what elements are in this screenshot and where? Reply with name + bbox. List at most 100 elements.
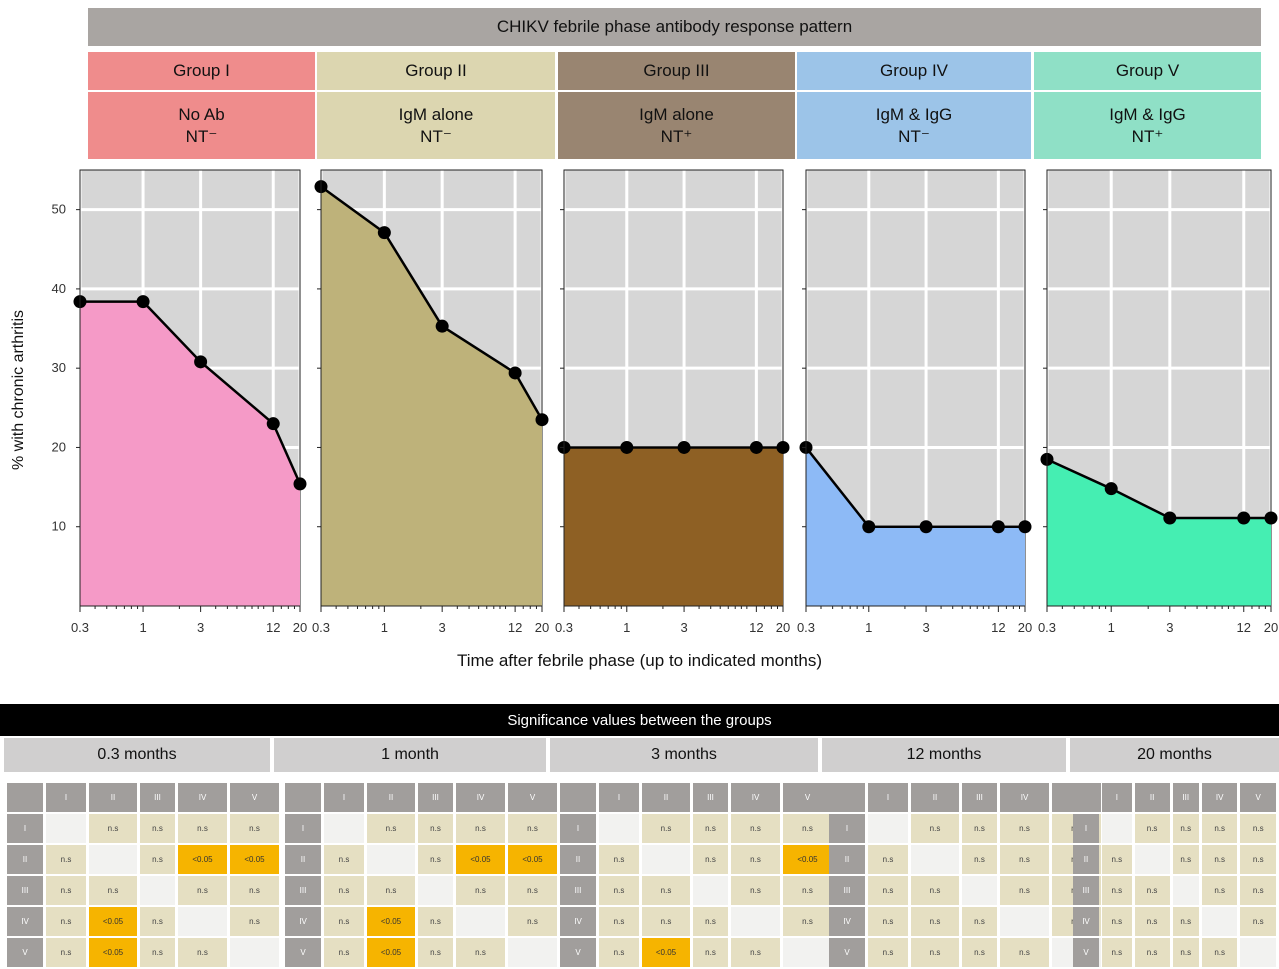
data-point [862, 520, 876, 534]
row-header: III [285, 876, 321, 905]
group-antibody-label: IgM alone [639, 104, 714, 124]
significance-cell: n.s [178, 814, 227, 843]
chronic-arthritis-charts: 0.3 1 3 12 20 0.3 1 3 12 20 0.3 1 3 12 20 0.3 1 3 12 20 0.3 1… [52, 169, 1278, 635]
significance-cell [178, 907, 227, 936]
data-point [266, 417, 280, 431]
significance-cell: n.s [599, 845, 639, 874]
table-row: IV n.s <0.05 n.s n.s [285, 907, 557, 936]
column-header: III [962, 783, 997, 812]
significance-cell: n.s [230, 876, 279, 905]
data-point [1163, 511, 1177, 525]
significance-cell: n.s [1101, 876, 1132, 905]
significance-cell [868, 814, 908, 843]
row-header: V [7, 938, 43, 967]
significance-cell: n.s [230, 907, 279, 936]
group-description: No Ab NT⁻ [88, 92, 315, 159]
y-tick-label: 10 [52, 519, 66, 534]
significance-cell: n.s [1000, 814, 1049, 843]
x-tick-label: 20 [293, 620, 307, 635]
group-header-1: Group I No Ab NT⁻ [88, 52, 315, 159]
significance-cell [1240, 938, 1276, 967]
column-header: IV [731, 783, 780, 812]
data-point [535, 413, 549, 427]
table-corner [1073, 783, 1099, 812]
x-tick-label: 1 [623, 620, 630, 635]
significance-cell: n.s [693, 845, 728, 874]
column-header: V [1240, 783, 1276, 812]
significance-cell [1000, 907, 1049, 936]
significance-cell: n.s [508, 876, 557, 905]
significance-cell: n.s [1240, 876, 1276, 905]
x-tick-label: 20 [1264, 620, 1278, 635]
significance-cell: <0.05 [89, 938, 137, 967]
significance-cell: n.s [911, 938, 959, 967]
row-header: V [829, 938, 865, 967]
significance-cell [693, 876, 728, 905]
significance-cell [962, 876, 997, 905]
column-header: II [1134, 783, 1170, 812]
data-point [1104, 482, 1118, 496]
significance-cell: n.s [783, 907, 832, 936]
significance-cell [1201, 907, 1238, 936]
column-header: IV [1000, 783, 1049, 812]
row-header: III [7, 876, 43, 905]
significance-cell: n.s [456, 938, 505, 967]
month-header: 12 months [822, 738, 1066, 772]
significance-cell: <0.05 [178, 845, 227, 874]
x-tick-label: 20 [535, 620, 549, 635]
x-tick-label: 3 [680, 620, 687, 635]
table-row: In.sn.sn.sn.s [829, 814, 1101, 843]
x-tick-label: 0.3 [71, 620, 89, 635]
series-area [564, 447, 783, 606]
x-tick-label: 20 [1018, 620, 1032, 635]
y-tick-label: 30 [52, 360, 66, 375]
row-header: IV [829, 907, 865, 936]
x-tick-label: 0.3 [312, 620, 330, 635]
group-name: Group IV [797, 52, 1031, 92]
significance-cell: n.s [140, 907, 175, 936]
significance-cell: n.s [1101, 845, 1132, 874]
y-tick-label: 20 [52, 439, 66, 454]
group-name: Group I [88, 52, 315, 92]
row-header: II [829, 845, 865, 874]
x-tick-label: 3 [922, 620, 929, 635]
significance-cell: <0.05 [89, 907, 137, 936]
significance-cell: n.s [1101, 938, 1132, 967]
significance-cell: n.s [89, 876, 137, 905]
x-tick-label: 1 [865, 620, 872, 635]
data-point [991, 520, 1005, 534]
significance-cell [508, 938, 557, 967]
significance-cell: n.s [1101, 907, 1132, 936]
significance-cell: n.s [508, 814, 557, 843]
column-header: I [868, 783, 908, 812]
column-header: V [230, 783, 279, 812]
significance-cell: n.s [367, 814, 415, 843]
row-header: I [285, 814, 321, 843]
row-header: II [560, 845, 596, 874]
significance-cell: n.s [46, 938, 86, 967]
significance-cell [1172, 876, 1199, 905]
month-header: 0.3 months [4, 738, 270, 772]
significance-title: Significance values between the groups [0, 704, 1279, 736]
significance-cell [46, 814, 86, 843]
group-antibody-label: IgM & IgG [1109, 104, 1186, 124]
significance-cell: <0.05 [508, 845, 557, 874]
group-name: Group II [317, 52, 555, 92]
significance-cell: n.s [418, 907, 453, 936]
column-header: III [140, 783, 175, 812]
significance-cell: n.s [140, 938, 175, 967]
significance-cell: <0.05 [783, 845, 832, 874]
significance-cell: n.s [962, 845, 997, 874]
significance-cell: <0.05 [642, 938, 690, 967]
significance-cell: n.s [599, 876, 639, 905]
data-point [1018, 520, 1032, 534]
significance-cell: n.s [599, 938, 639, 967]
significance-cell: n.s [868, 845, 908, 874]
significance-cell: <0.05 [230, 845, 279, 874]
